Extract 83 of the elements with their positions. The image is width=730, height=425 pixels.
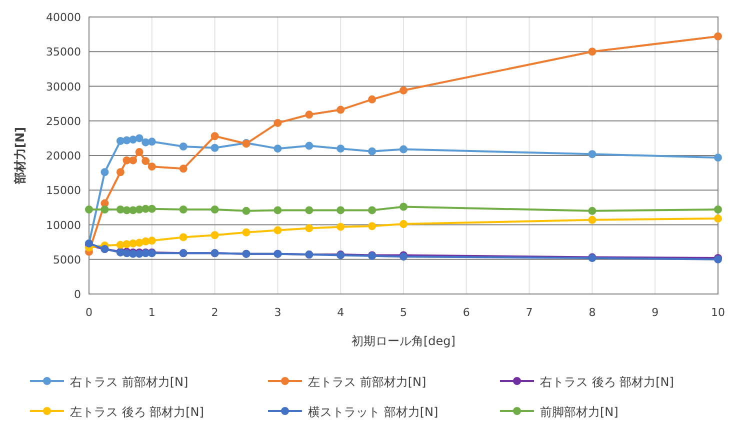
point (116, 206, 124, 214)
point (336, 106, 345, 114)
y-tick-label: 40000 (46, 11, 81, 24)
legend-label: 右トラス 後ろ 部材力[N] (540, 375, 674, 389)
point (210, 132, 219, 140)
x-tick-label: 2 (211, 306, 218, 319)
x-tick-label: 7 (526, 306, 533, 319)
x-tick-label: 8 (588, 306, 596, 319)
point (210, 144, 219, 152)
point (135, 206, 144, 214)
point (210, 231, 219, 240)
point (368, 95, 376, 104)
point (400, 202, 408, 211)
point (336, 144, 345, 153)
point (242, 206, 250, 215)
y-axis-title: 部材力[N] (13, 126, 27, 186)
point (368, 222, 376, 230)
x-tick-label: 10 (711, 306, 725, 319)
x-tick-label: 1 (148, 306, 156, 319)
point (368, 147, 376, 156)
point (400, 220, 408, 228)
point (100, 168, 109, 176)
x-tick-label: 5 (400, 306, 407, 319)
y-tick-label: 10000 (46, 218, 81, 232)
point (142, 157, 150, 166)
x-axis-title: 初期ロール角[deg] (352, 334, 456, 348)
point (148, 162, 156, 171)
point (714, 154, 722, 162)
y-tick-label: 5000 (53, 253, 81, 266)
point (714, 32, 722, 40)
point (305, 110, 314, 119)
x-tick-label: 3 (274, 306, 282, 319)
y-tick-label: 0 (74, 288, 81, 301)
point (714, 214, 722, 223)
legend-label: 左トラス 後ろ 部材力[N] (70, 405, 204, 419)
point (305, 142, 314, 150)
point (135, 134, 144, 142)
point (129, 239, 138, 248)
point (179, 142, 188, 150)
point (135, 148, 144, 156)
point (85, 206, 93, 214)
point (274, 144, 282, 153)
point (148, 236, 156, 245)
point (274, 226, 282, 234)
y-tick-label: 15000 (46, 184, 81, 198)
point (116, 168, 124, 176)
point (179, 206, 188, 214)
point (714, 206, 722, 214)
point (116, 136, 124, 145)
point (274, 118, 282, 127)
point (100, 206, 109, 214)
point (588, 206, 596, 215)
point (242, 228, 250, 236)
y-tick-label: 20000 (46, 150, 81, 162)
point (336, 222, 345, 231)
point (588, 150, 596, 158)
point (588, 216, 596, 224)
y-tick-label: 30000 (46, 80, 81, 94)
point (129, 156, 138, 164)
point (400, 145, 408, 154)
point (179, 233, 188, 242)
point (368, 206, 376, 214)
x-tick-label: 0 (86, 306, 92, 319)
x-tick-label: 4 (337, 306, 344, 319)
legend-label: 左トラス 前部材力[N] (308, 375, 426, 389)
point (588, 48, 596, 56)
point (148, 138, 156, 146)
y-tick-label: 25000 (46, 114, 81, 128)
point (129, 136, 138, 144)
point (179, 164, 188, 173)
legend-label: 横ストラット 部材力[N] (308, 405, 438, 419)
legend-label: 前脚部材力[N] (540, 405, 618, 419)
point (210, 206, 219, 214)
y-tick-label: 35000 (46, 46, 81, 59)
legend-label: 右トラス 前部材力[N] (70, 375, 188, 389)
point (305, 206, 314, 214)
point (400, 86, 408, 94)
point (336, 206, 345, 214)
x-tick-label: 9 (652, 306, 659, 319)
point (148, 204, 156, 213)
point (274, 206, 282, 214)
x-tick-label: 6 (462, 306, 470, 319)
point (305, 224, 314, 232)
